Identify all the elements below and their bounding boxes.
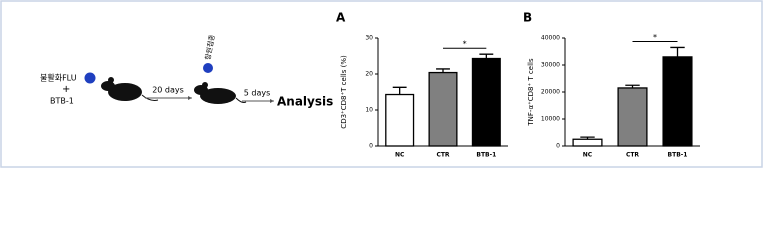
y-tick-label: 30000 — [541, 62, 560, 69]
figure: 불활화FLU + BTB-1 20 days 항원접종 5 days Analy… — [0, 0, 763, 168]
x-tick-label: BTB-1 — [476, 152, 496, 159]
y-tick-label: 40000 — [541, 35, 560, 42]
antigen-dot — [84, 72, 96, 84]
panel-label: B — [523, 11, 532, 25]
y-tick-label: 20 — [365, 71, 373, 78]
y-tick-label: 0 — [369, 143, 373, 150]
x-tick-label: CTR — [436, 152, 449, 159]
panel-label: A — [336, 11, 346, 25]
error-bar — [625, 84, 640, 88]
frame — [0, 0, 763, 168]
y-tick-label: 10000 — [541, 116, 560, 123]
error-bar — [479, 53, 494, 59]
y-axis-label: CD3⁺CD8⁺T cells (%) — [340, 55, 348, 129]
y-tick-label: 20000 — [541, 89, 560, 96]
step-label: 5 days — [244, 89, 271, 98]
arrow-head — [270, 99, 274, 103]
y-tick-label: 0 — [556, 143, 560, 150]
arrow-head — [188, 96, 192, 100]
y-tick-label: 10 — [365, 107, 373, 114]
mouse — [101, 77, 159, 101]
result-label: Analysis — [277, 95, 333, 109]
error-bar — [670, 46, 685, 57]
significance-label: * — [653, 33, 657, 42]
bar — [471, 57, 501, 147]
error-bar — [392, 86, 407, 95]
significance-label: * — [463, 40, 467, 49]
bar — [428, 71, 458, 147]
drug-label: BTB-1 — [50, 97, 74, 106]
bar — [572, 138, 603, 147]
bar — [617, 87, 648, 147]
x-tick-label: BTB-1 — [668, 152, 688, 159]
bar — [385, 93, 415, 147]
x-tick-label: NC — [583, 152, 593, 159]
x-tick-label: NC — [395, 152, 405, 159]
plus: + — [62, 84, 70, 95]
mouse — [194, 82, 247, 104]
error-bar — [580, 136, 595, 140]
antigen-dot — [203, 63, 213, 73]
step-label: 20 days — [152, 86, 184, 95]
x-tick-label: CTR — [626, 152, 639, 159]
bar — [662, 56, 693, 147]
y-tick-label: 30 — [365, 35, 373, 42]
error-bar — [436, 68, 450, 73]
antigen-label: 불활화FLU — [40, 73, 77, 83]
y-axis-label: TNF-α⁺CD8⁺ T cells — [527, 58, 535, 127]
